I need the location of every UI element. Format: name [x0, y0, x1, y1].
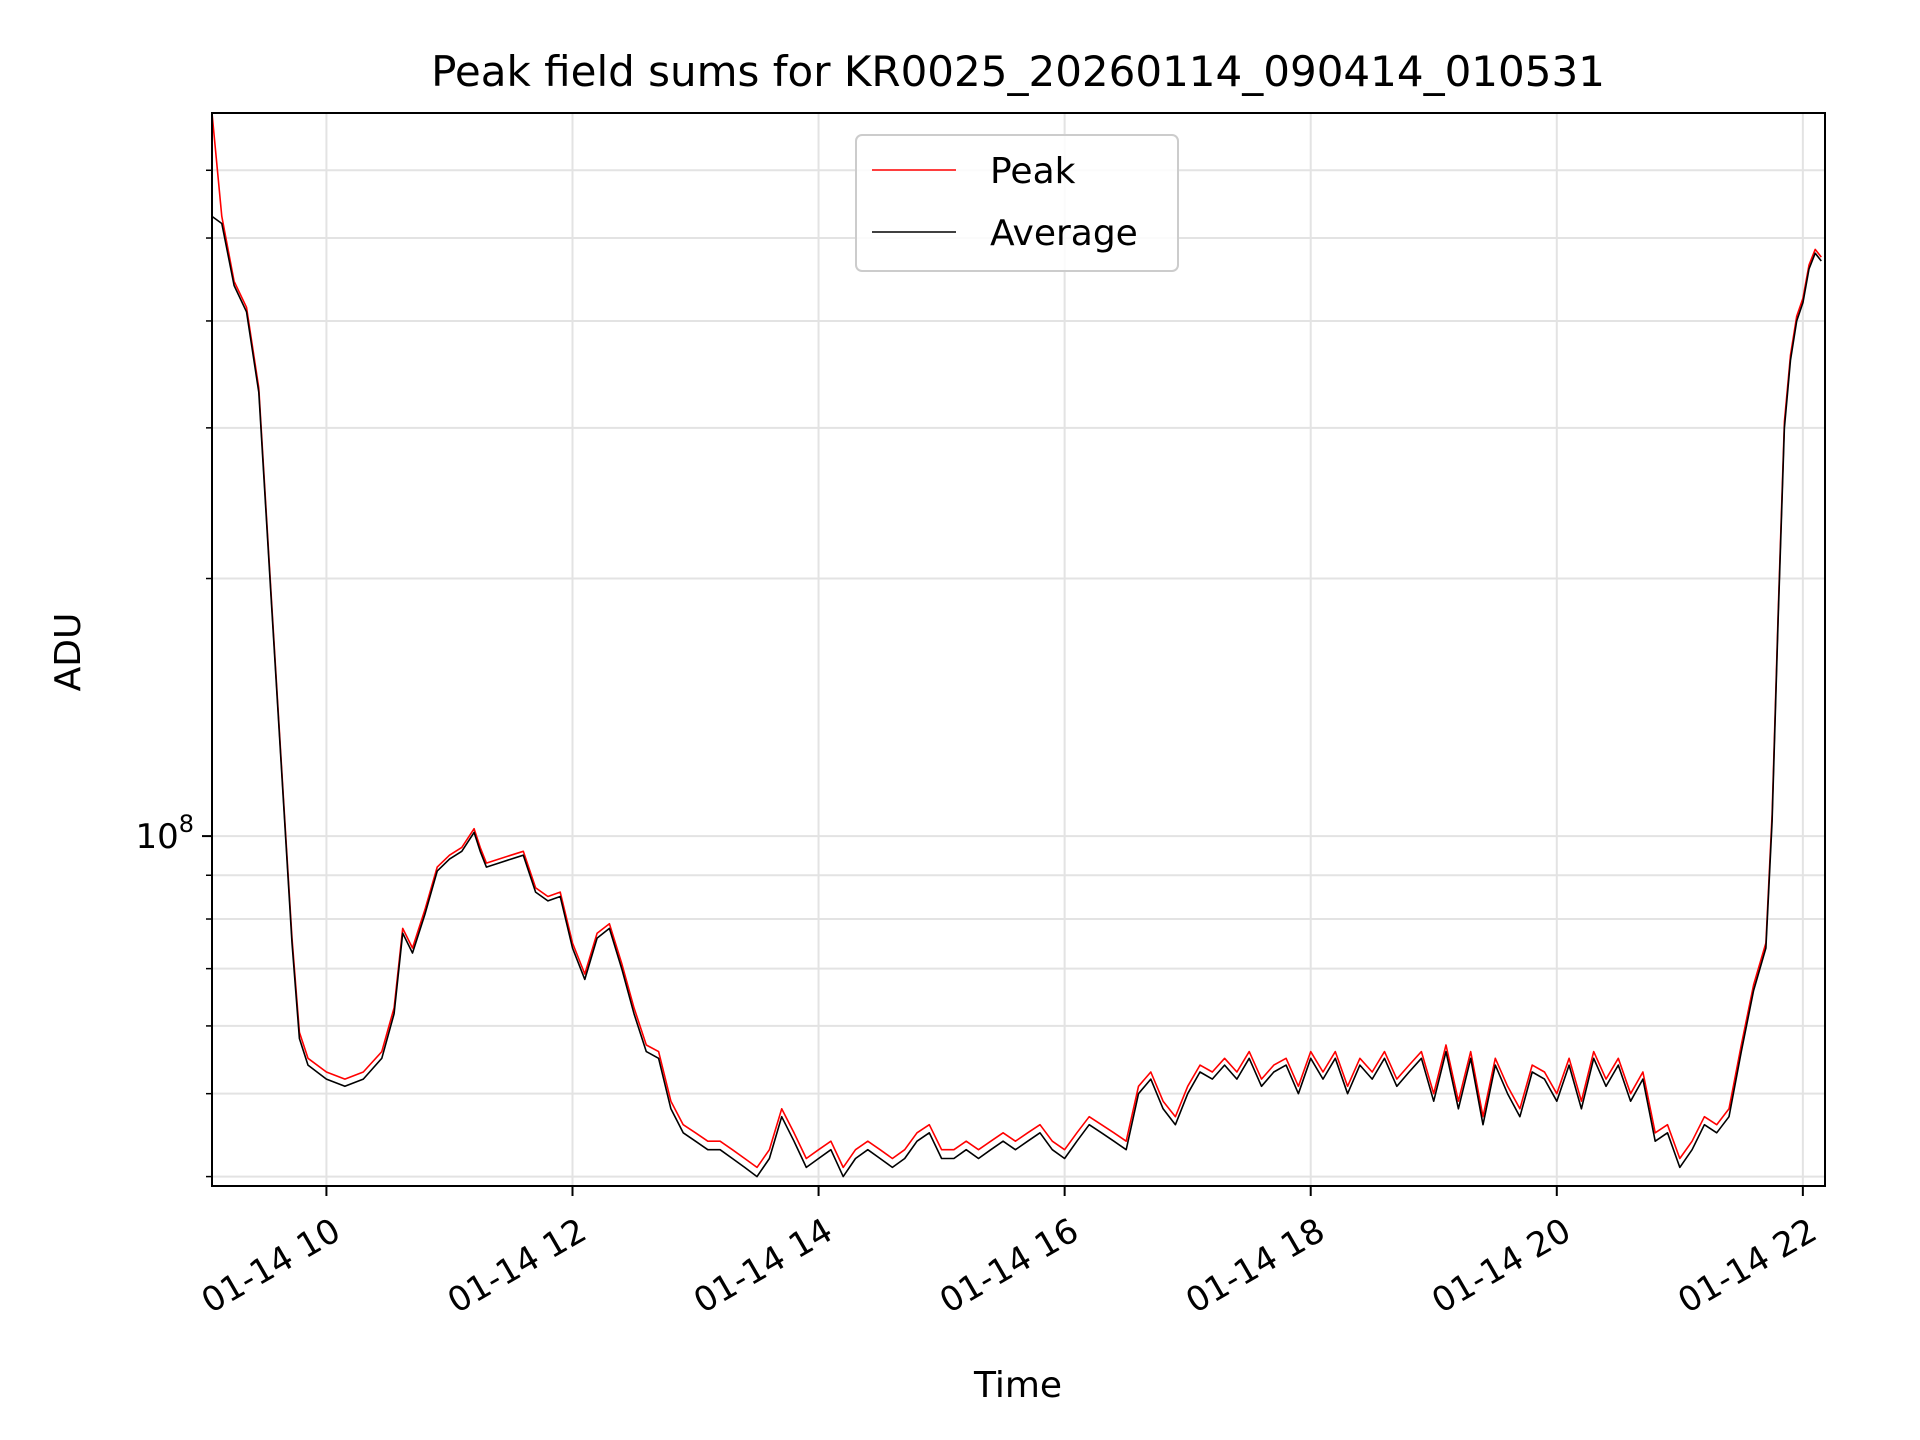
- series-line-average: [211, 215, 1822, 1178]
- y-tick-label-base: 10: [135, 817, 178, 857]
- legend: Peak Average: [855, 134, 1179, 272]
- x-axis-label: Time: [973, 1365, 1062, 1406]
- series-lines: [211, 112, 1822, 1178]
- series-line-peak: [211, 112, 1822, 1169]
- legend-box: [855, 134, 1179, 272]
- y-tick-label: 108: [135, 810, 194, 857]
- legend-peak-label: Peak: [990, 151, 1076, 192]
- chart-title: Peak field sums for KR0025_20260114_0904…: [431, 47, 1605, 96]
- y-axis-label: ADU: [48, 613, 89, 692]
- plot-frame: [211, 112, 1826, 1187]
- legend-average-label: Average: [990, 213, 1138, 254]
- y-tick-label-exponent: 8: [179, 810, 194, 838]
